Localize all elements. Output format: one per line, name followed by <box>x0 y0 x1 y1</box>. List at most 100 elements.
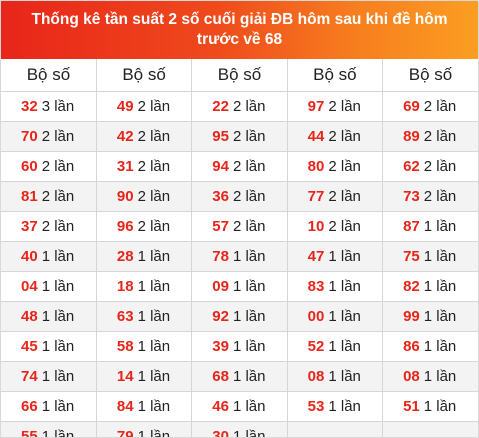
pair-number: 08 <box>307 368 325 385</box>
number-cell: 74 1 lần <box>1 361 97 392</box>
number-cell: 75 1 lần <box>382 241 478 272</box>
number-cell: 55 1 lần <box>1 421 97 438</box>
number-cell: 37 2 lần <box>1 211 97 242</box>
pair-number: 74 <box>21 368 38 385</box>
occurrence-count: 1 lần <box>41 308 75 325</box>
occurrence-count: 2 lần <box>423 98 457 115</box>
number-cell: 08 1 lần <box>287 361 384 392</box>
occurrence-count: 2 lần <box>137 128 171 145</box>
occurrence-count: 1 lần <box>423 338 457 355</box>
number-cell: 78 1 lần <box>191 241 288 272</box>
pair-number: 66 <box>21 398 38 415</box>
number-cell: 84 1 lần <box>96 391 193 422</box>
number-cell: 22 2 lần <box>191 91 288 122</box>
pair-number: 92 <box>212 308 229 325</box>
pair-number: 58 <box>116 338 134 355</box>
number-cell: 42 2 lần <box>96 121 193 152</box>
occurrence-count: 1 lần <box>41 338 75 355</box>
pair-number: 09 <box>212 278 229 295</box>
number-cell: 49 2 lần <box>96 91 193 122</box>
frequency-table: Bộ số Bộ số Bộ số Bộ số Bộ số 32 3 lần 49 2… <box>1 59 478 438</box>
occurrence-count: 1 lần <box>232 278 266 295</box>
number-cell: 66 1 lần <box>1 391 97 422</box>
pair-number: 36 <box>212 188 229 205</box>
table-row: 37 2 lần 96 2 lần 57 2 lần 10 2 lần 87 1 lần <box>1 211 478 242</box>
number-cell: 69 2 lần <box>382 91 478 122</box>
pair-number: 28 <box>116 248 134 265</box>
occurrence-count: 1 lần <box>137 278 171 295</box>
occurrence-count: 1 lần <box>423 368 457 385</box>
occurrence-count: 1 lần <box>232 368 266 385</box>
pair-number: 00 <box>307 308 325 325</box>
number-cell: 47 1 lần <box>287 241 384 272</box>
pair-number: 48 <box>21 308 38 325</box>
number-cell: 00 1 lần <box>287 301 384 332</box>
pair-number: 47 <box>307 248 325 265</box>
number-cell: 14 1 lần <box>96 361 193 392</box>
occurrence-count: 1 lần <box>423 398 457 415</box>
pair-number: 96 <box>116 218 134 235</box>
occurrence-count: 1 lần <box>328 398 361 415</box>
number-cell: 31 2 lần <box>96 151 193 182</box>
number-cell: 04 1 lần <box>1 271 97 302</box>
column-header: Bộ số <box>287 59 384 92</box>
occurrence-count: 2 lần <box>137 218 171 235</box>
table-row: 04 1 lần 18 1 lần 09 1 lần 83 1 lần 82 1 lần <box>1 271 478 302</box>
pair-number: 62 <box>403 158 420 175</box>
pair-number: 57 <box>212 218 229 235</box>
occurrence-count: 2 lần <box>137 158 171 175</box>
number-cell: 52 1 lần <box>287 331 384 362</box>
occurrence-count: 2 lần <box>41 128 75 145</box>
number-cell: 70 2 lần <box>1 121 97 152</box>
occurrence-count: 1 lần <box>41 428 75 438</box>
pair-number: 86 <box>403 338 420 355</box>
pair-number: 63 <box>116 308 134 325</box>
pair-number: 32 <box>21 98 38 115</box>
number-cell: 83 1 lần <box>287 271 384 302</box>
occurrence-count: 2 lần <box>423 158 457 175</box>
header-row: Bộ số Bộ số Bộ số Bộ số Bộ số <box>1 59 478 92</box>
pair-number: 89 <box>403 128 420 145</box>
occurrence-count: 1 lần <box>41 398 75 415</box>
number-cell: 94 2 lần <box>191 151 288 182</box>
pair-number: 70 <box>21 128 38 145</box>
number-cell: 53 1 lần <box>287 391 384 422</box>
number-cell: 44 2 lần <box>287 121 384 152</box>
number-cell: 96 2 lần <box>96 211 193 242</box>
number-cell: 82 1 lần <box>382 271 478 302</box>
occurrence-count: 2 lần <box>328 158 361 175</box>
pair-number: 42 <box>116 128 134 145</box>
pair-number: 18 <box>116 278 134 295</box>
table-row: 45 1 lần 58 1 lần 39 1 lần 52 1 lần 86 1 lần <box>1 331 478 362</box>
occurrence-count: 2 lần <box>232 128 266 145</box>
column-header: Bộ số <box>96 59 193 92</box>
occurrence-count: 1 lần <box>137 248 171 265</box>
occurrence-count: 1 lần <box>328 248 361 265</box>
number-cell: 63 1 lần <box>96 301 193 332</box>
pair-number: 55 <box>21 428 38 438</box>
pair-number: 95 <box>212 128 229 145</box>
occurrence-count: 1 lần <box>328 278 361 295</box>
column-header: Bộ số <box>382 59 478 92</box>
table-row: 70 2 lần 42 2 lần 95 2 lần 44 2 lần 89 2 lần <box>1 121 478 152</box>
pair-number: 78 <box>212 248 229 265</box>
occurrence-count: 1 lần <box>423 278 457 295</box>
pair-number: 83 <box>307 278 325 295</box>
table-row: 48 1 lần 63 1 lần 92 1 lần 00 1 lần 99 1 lần <box>1 301 478 332</box>
number-cell: 80 2 lần <box>287 151 384 182</box>
number-cell: 18 1 lần <box>96 271 193 302</box>
table-row: 74 1 lần 14 1 lần 68 1 lần 08 1 lần 08 1 lần <box>1 361 478 392</box>
pair-number: 69 <box>403 98 420 115</box>
pair-number: 90 <box>116 188 134 205</box>
occurrence-count: 1 lần <box>232 308 266 325</box>
pair-number: 87 <box>403 218 420 235</box>
number-cell: 92 1 lần <box>191 301 288 332</box>
number-cell: 77 2 lần <box>287 181 384 212</box>
number-cell: 81 2 lần <box>1 181 97 212</box>
occurrence-count: 1 lần <box>137 368 171 385</box>
number-cell: 32 3 lần <box>1 91 97 122</box>
occurrence-count: 2 lần <box>328 98 361 115</box>
pair-number: 49 <box>116 98 134 115</box>
occurrence-count: 2 lần <box>232 98 266 115</box>
